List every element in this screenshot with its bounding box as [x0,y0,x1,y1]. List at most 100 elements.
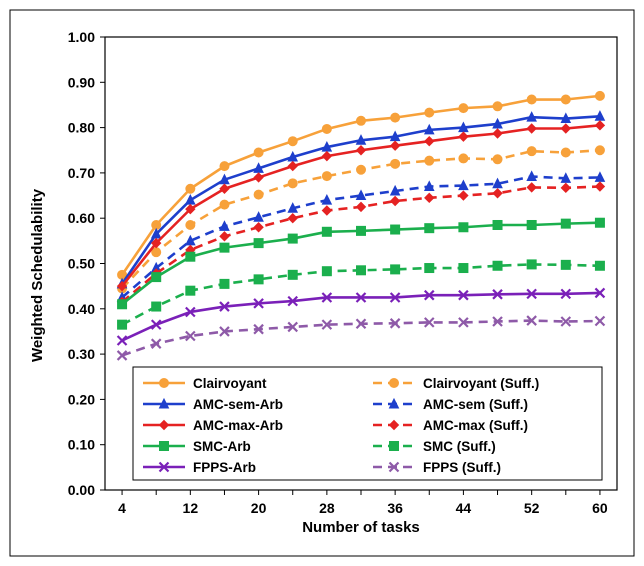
data-point [287,160,298,172]
data-point [389,318,401,329]
data-point [321,123,332,134]
data-point [287,321,299,333]
legend-label: SMC (Suff.) [423,439,496,454]
marker-stroke [185,306,196,318]
legend-swatch-marker [388,461,400,473]
data-point [560,259,571,270]
y-tick-label: 0.40 [68,301,95,317]
legend-swatch-marker [158,397,170,409]
data-point [560,218,571,229]
legend-swatch-marker [388,419,400,431]
data-point [492,154,503,165]
y-tick-label: 0.30 [68,346,95,362]
legend-label: Clairvoyant (Suff.) [423,376,539,391]
data-point [526,259,537,270]
data-point [526,170,537,182]
data-point [492,128,503,139]
y-axis-title: Weighted Schedulability [29,188,46,362]
data-point [150,237,162,249]
data-point [356,265,366,276]
x-tick-label: 28 [319,500,335,516]
data-point [458,190,469,201]
data-point [594,145,605,156]
series-2 [116,110,606,289]
data-point [389,184,401,196]
data-point [458,222,469,233]
data-point [560,288,572,300]
series-3 [116,170,606,302]
data-point [492,117,503,129]
marker-stroke [355,318,367,330]
x-tick-label: 36 [387,500,403,516]
marker-stroke [287,321,299,333]
data-point [390,264,401,275]
legend-swatch-marker [159,378,169,388]
data-point [594,90,605,101]
legend-label: SMC-Arb [193,439,251,454]
marker-stroke [321,319,333,330]
series-4 [116,120,606,292]
data-point [219,326,230,337]
legend-label: FPPS (Suff.) [423,460,501,475]
data-point [526,94,537,105]
marker-stroke [526,315,537,326]
data-point [423,289,435,301]
data-point [424,107,435,118]
data-point [594,315,606,327]
legend-item: Clairvoyant [143,376,267,391]
legend-item: FPPS-Arb [143,460,256,475]
marker-stroke [492,316,503,327]
data-point [287,295,299,307]
x-tick-label: 12 [183,500,199,516]
series-0 [117,90,605,280]
data-point [492,101,503,112]
data-point [150,338,162,349]
y-tick-label: 0.80 [68,120,95,136]
data-point [458,103,469,114]
data-point [185,306,196,318]
x-tick-label: 60 [592,500,608,516]
legend-item: SMC-Arb [143,439,251,454]
data-point [219,278,230,289]
data-point [321,319,333,330]
y-tick-label: 0.50 [68,256,95,272]
x-tick-label: 52 [524,500,540,516]
marker-stroke [150,338,162,349]
data-point [424,135,435,147]
data-point [253,298,264,309]
series-1 [117,145,605,294]
marker-stroke [116,335,128,346]
marker-stroke [560,288,572,300]
data-point [253,222,264,233]
series-8 [116,287,606,346]
data-point [185,251,196,262]
data-point [560,172,572,183]
data-point [526,182,537,193]
data-point [151,301,162,312]
data-point [355,292,367,303]
marker-stroke [388,461,400,473]
legend-item: AMC-sem-Arb [143,397,283,412]
legend-item: AMC-max (Suff.) [373,418,528,433]
data-point [492,289,503,300]
legend-label: AMC-sem (Suff.) [423,397,528,412]
legend-label: AMC-max-Arb [193,418,283,433]
data-point [458,179,469,191]
y-tick-label: 1.00 [68,29,95,45]
data-point [219,231,230,242]
data-point [423,123,435,135]
data-point [253,323,264,335]
data-point [287,202,299,213]
marker-stroke [321,292,333,303]
series-7 [117,259,605,330]
y-tick-label: 0.90 [68,74,95,90]
marker-stroke [492,289,503,300]
data-point [492,219,503,230]
x-tick-label: 20 [251,500,267,516]
series-line [121,175,600,299]
data-point [253,189,264,200]
y-tick-label: 0.10 [68,437,95,453]
data-point [321,205,333,216]
